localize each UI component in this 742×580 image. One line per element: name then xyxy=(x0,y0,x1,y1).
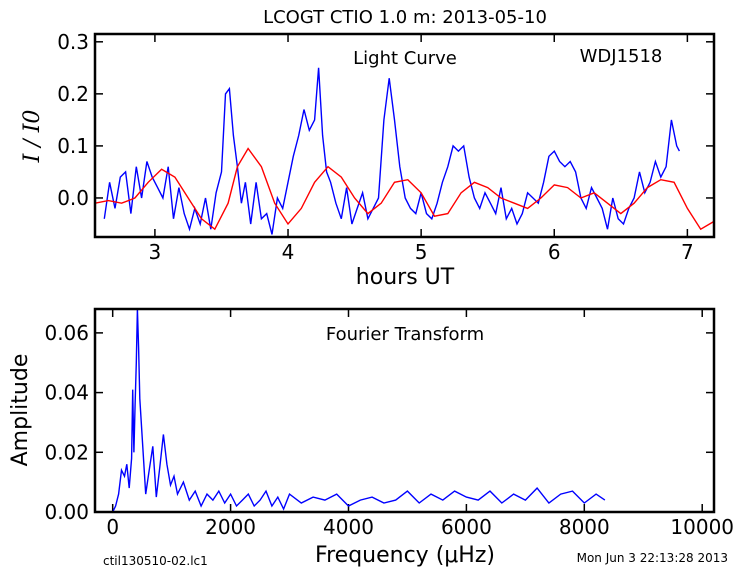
light-curve-xlabel: hours UT xyxy=(356,265,455,290)
light-curve-series-line-0 xyxy=(103,67,681,235)
light-curve-panel: 3 4 5 6 7 0.0 0.1 0.2 0.3 Light Curve WDJ1518 ho… xyxy=(20,30,716,290)
light-curve-xtick-label: 7 xyxy=(681,240,694,264)
fourier-ylabel: Amplitude xyxy=(8,354,33,467)
light-curve-xtick-label: 6 xyxy=(548,240,561,264)
target-name-annotation: WDJ1518 xyxy=(580,46,663,67)
timestamp-label: Mon Jun 3 22:13:28 2013 xyxy=(577,551,728,565)
light-curve-xtick-label: 3 xyxy=(149,240,162,264)
fourier-xtick-label: 2000 xyxy=(205,515,256,539)
light-curve-ytick-label: 0.0 xyxy=(57,186,89,210)
figure-title: LCOGT CTIO 1.0 m: 2013-05-10 xyxy=(263,7,547,28)
fourier-panel: 0 2000 4000 6000 8000 10000 0.00 0.02 0.04 0.06 F… xyxy=(8,307,734,568)
light-curve-series xyxy=(95,67,714,235)
fourier-xtick-label: 6000 xyxy=(441,515,492,539)
light-curve-xtick-label: 5 xyxy=(415,240,428,264)
fourier-xtick-label: 0 xyxy=(106,515,119,539)
light-curve-title: Light Curve xyxy=(353,48,457,69)
fourier-ytick-label: 0.00 xyxy=(44,500,89,524)
light-curve-xtick-label: 4 xyxy=(282,240,295,264)
light-curve-ytick-label: 0.2 xyxy=(57,82,89,106)
light-curve-ticks: 3 4 5 6 7 0.0 0.1 0.2 0.3 xyxy=(57,30,714,264)
light-curve-axes-frame xyxy=(93,32,716,239)
fourier-ytick-label: 0.06 xyxy=(44,321,89,345)
fourier-xtick-label: 8000 xyxy=(559,515,610,539)
light-curve-ytick-label: 0.3 xyxy=(57,30,89,54)
fourier-xtick-label: 4000 xyxy=(323,515,374,539)
fourier-axes-frame xyxy=(93,307,716,514)
fourier-ticks: 0 2000 4000 6000 8000 10000 0.00 0.02 0.04 0.06 xyxy=(44,309,734,539)
fourier-xlabel: Frequency (μHz) xyxy=(315,543,495,568)
light-curve-ylabel: I / I0 xyxy=(20,110,45,164)
light-curve-ytick-label: 0.1 xyxy=(57,134,89,158)
fourier-title: Fourier Transform xyxy=(326,324,484,345)
source-file-label: ctil130510-02.lc1 xyxy=(103,554,208,568)
fourier-ytick-label: 0.04 xyxy=(44,381,89,405)
light-curve-series-line-1 xyxy=(95,147,714,231)
fourier-ytick-label: 0.02 xyxy=(44,440,89,464)
fourier-xtick-label: 10000 xyxy=(670,515,734,539)
fourier-series xyxy=(112,309,606,512)
fourier-series-line-0 xyxy=(112,309,606,512)
